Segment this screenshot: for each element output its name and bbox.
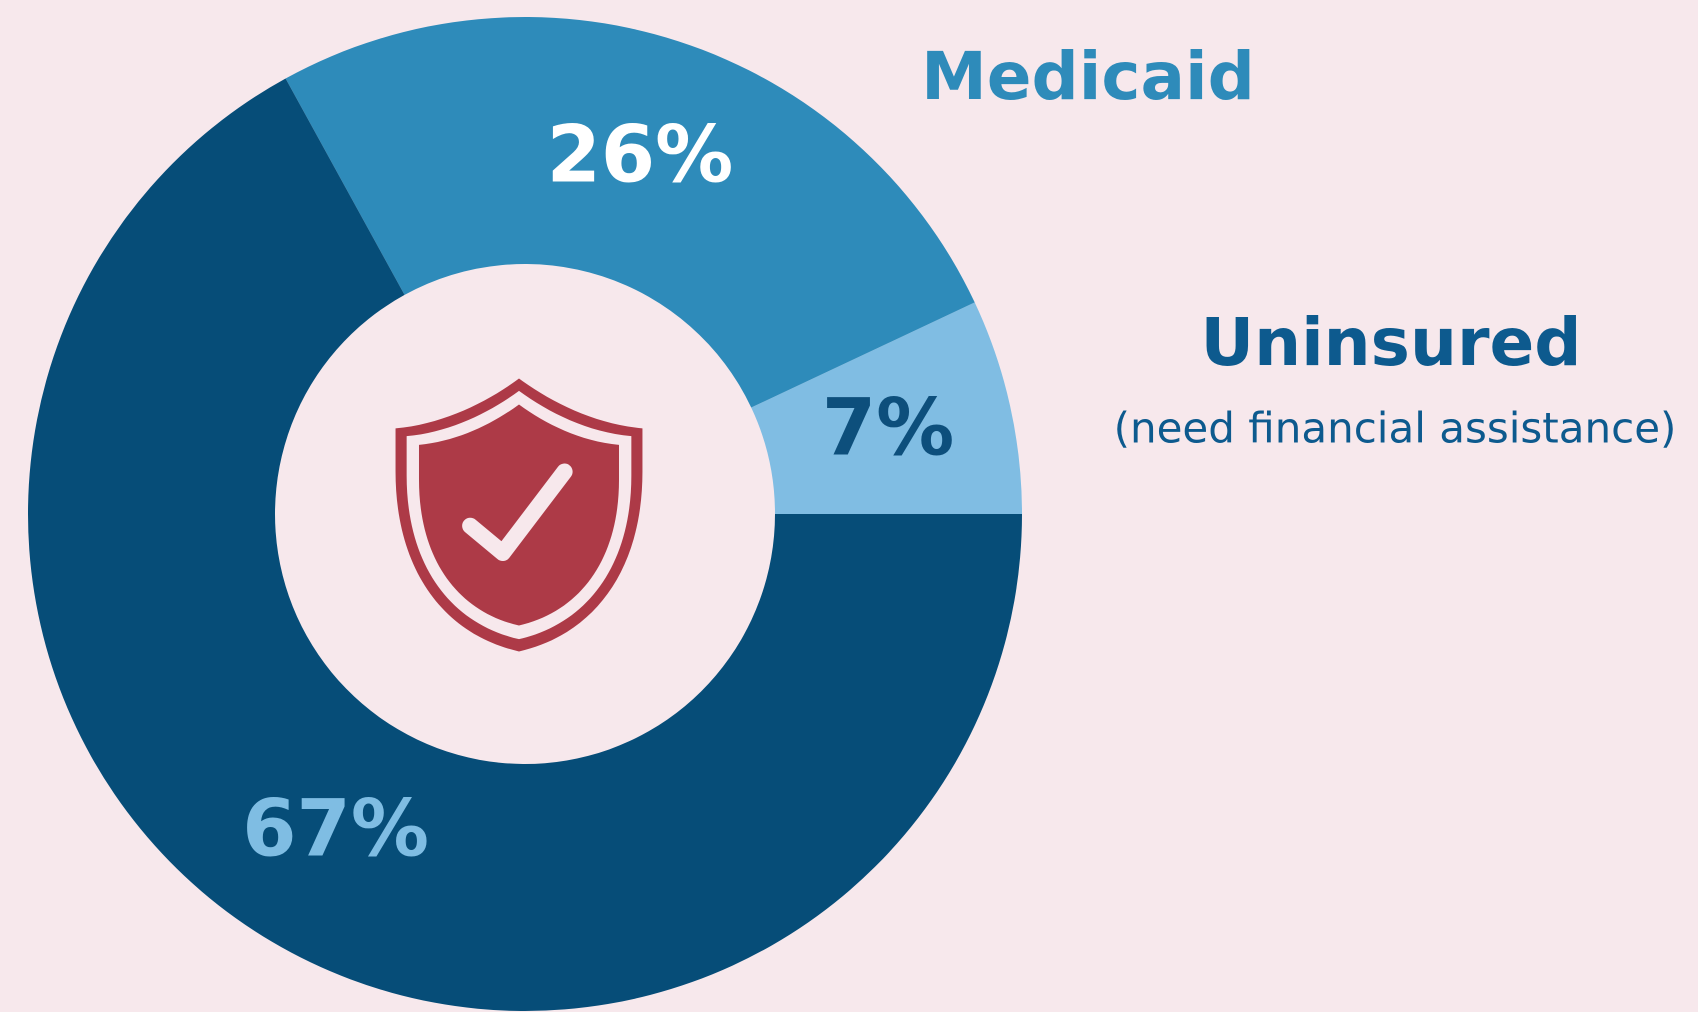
value-label: 7% — [822, 383, 954, 473]
legend-label: Uninsured — [1200, 304, 1581, 381]
legend-label: Medicaid — [921, 38, 1255, 115]
donut-slice — [28, 78, 1023, 1011]
shield-icon — [395, 378, 643, 652]
value-label: 67% — [242, 785, 429, 875]
annotation: (need financial assistance) — [1114, 404, 1677, 453]
donut — [28, 17, 1023, 1011]
donut-slice — [285, 17, 975, 408]
value-label: 26% — [547, 111, 734, 201]
donut-slice — [751, 302, 1022, 514]
